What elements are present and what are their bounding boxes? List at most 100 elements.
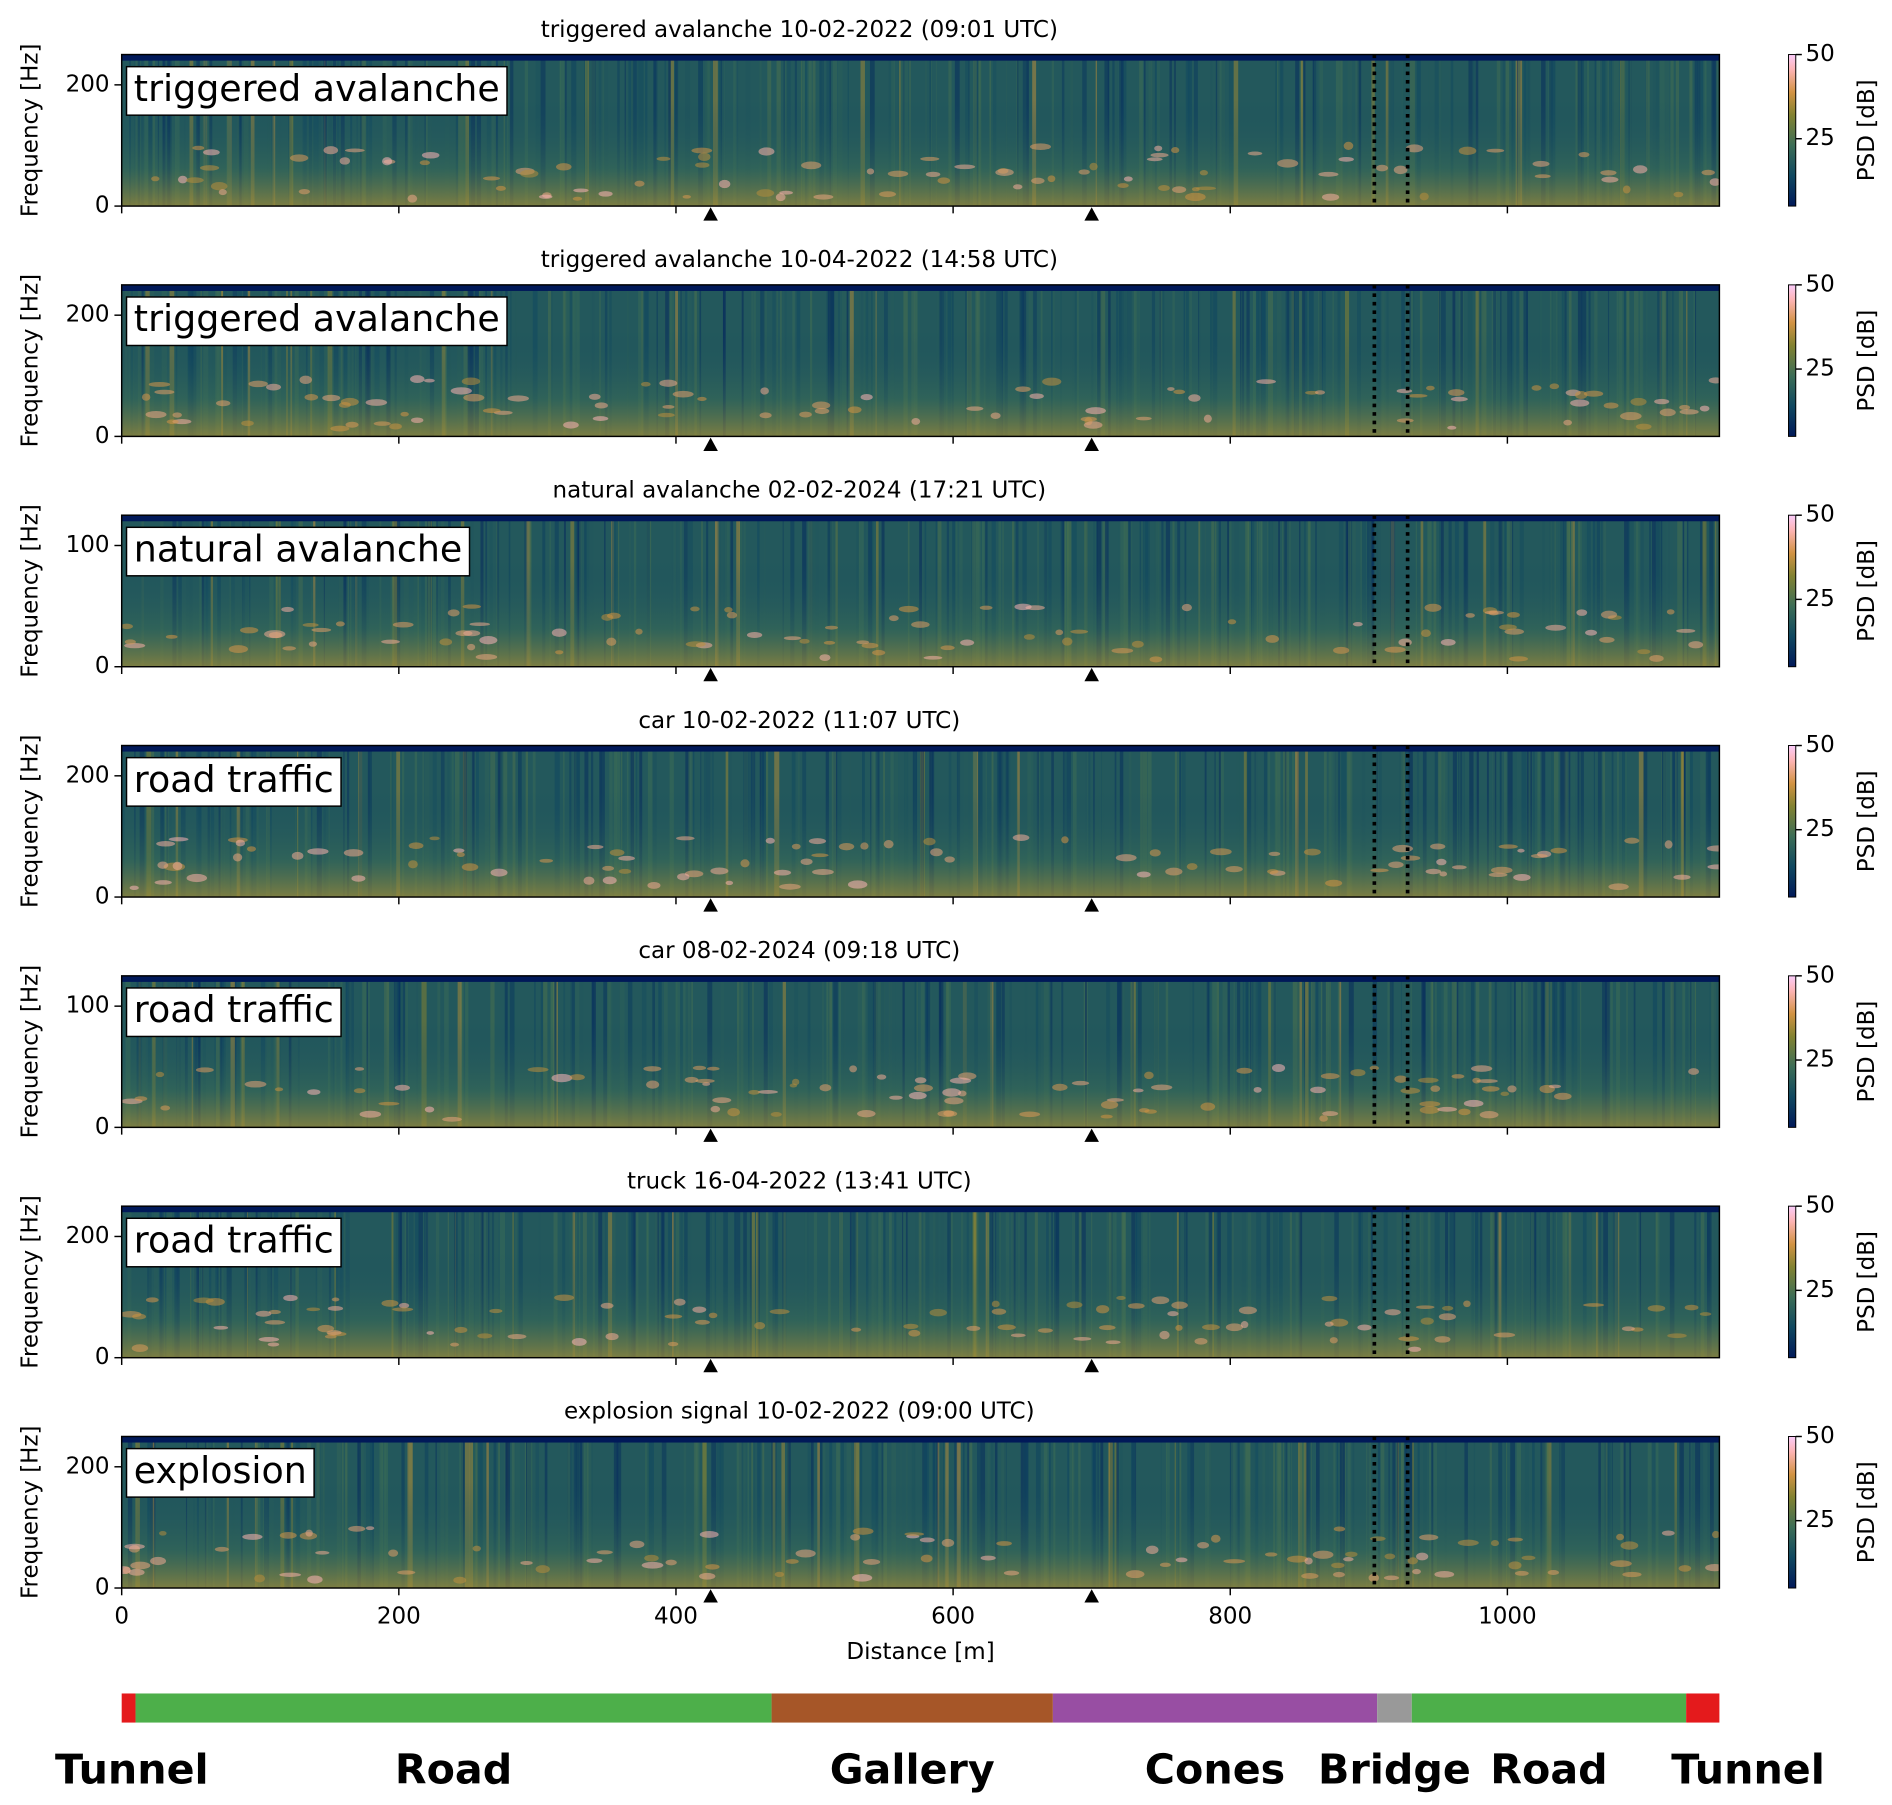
spectrogram-blob xyxy=(192,145,205,151)
spectrogram-blob xyxy=(397,1570,416,1575)
spectrogram-blob xyxy=(1458,1108,1471,1116)
x-tick-label: 800 xyxy=(1208,1604,1252,1630)
spectrogram-blob xyxy=(279,1572,302,1577)
spectrogram-blob xyxy=(1014,603,1032,611)
spectrogram-blob xyxy=(317,1324,335,1333)
y-tick-label: 200 xyxy=(66,1223,110,1249)
panel-label: road traffic xyxy=(134,1219,334,1262)
spectrogram-blob xyxy=(944,856,955,863)
spectrogram-blob xyxy=(656,156,671,161)
spectrogram-blob xyxy=(1167,1311,1179,1317)
y-tick-label: 200 xyxy=(66,71,110,97)
section-segment xyxy=(771,1693,1053,1723)
spectrogram-blob xyxy=(937,1110,958,1118)
spectrogram-blob xyxy=(866,168,875,175)
spectrogram-blob xyxy=(165,634,178,639)
spectrogram-blob xyxy=(307,1575,323,1584)
section-segment xyxy=(121,1693,136,1723)
spectrogram-blob xyxy=(539,858,554,863)
spectrogram-blob xyxy=(695,162,710,168)
triangle-marker xyxy=(703,1358,718,1373)
spectrogram-blob xyxy=(1407,393,1428,398)
spectrogram-blob xyxy=(172,861,183,871)
spectrogram-blob xyxy=(596,1550,613,1555)
spectrogram-blob xyxy=(535,1565,550,1574)
spectrogram-blob xyxy=(618,855,635,861)
panel-label: road traffic xyxy=(134,988,334,1031)
spectrogram-blob xyxy=(255,1310,272,1317)
spectrogram-blob xyxy=(424,1106,435,1113)
spectrogram-blob xyxy=(1405,144,1424,153)
triangle-marker xyxy=(1084,1589,1099,1603)
spectrogram-blob xyxy=(1441,1305,1454,1311)
spectrogram-blob xyxy=(1548,1084,1562,1089)
spectrogram-blob xyxy=(879,191,897,198)
section-segment xyxy=(135,1693,772,1723)
spectrogram-blob xyxy=(1701,169,1715,176)
spectrogram-blob xyxy=(925,171,941,177)
spectrogram-blob xyxy=(1447,425,1457,430)
spectrogram-blob xyxy=(692,1306,707,1313)
spectrogram-blob xyxy=(1247,151,1263,156)
spectrogram-blob xyxy=(695,1078,715,1084)
spectrogram-blob xyxy=(609,849,625,856)
spectrogram-blob xyxy=(124,639,136,645)
spectrogram-blob xyxy=(710,1105,721,1113)
spectrogram-blob xyxy=(583,876,595,885)
spectrogram-blob xyxy=(923,655,943,660)
spectrogram-blob xyxy=(1630,397,1647,406)
spectrogram-blob xyxy=(242,1533,263,1540)
plot-frame xyxy=(120,1205,1721,1359)
spectrogram-blob xyxy=(1647,1305,1666,1312)
spectrogram-blob xyxy=(1666,609,1675,615)
spectrogram-blob xyxy=(172,412,182,418)
spectrogram-blob xyxy=(710,867,729,875)
spectrogram-blob xyxy=(799,638,810,644)
spectrogram-blob xyxy=(1350,1069,1366,1077)
spectrogram-blob xyxy=(381,1299,399,1307)
x-tick-label: 600 xyxy=(931,1604,975,1630)
spectrogram-blob xyxy=(398,1302,410,1309)
spectrogram-blob xyxy=(1303,848,1321,856)
spectrogram-top xyxy=(121,515,1720,522)
spectrogram-blob xyxy=(450,387,472,395)
section-label: Cones xyxy=(1145,1745,1285,1793)
y-axis-label: Frequency [Hz] xyxy=(17,274,43,448)
spectrogram-blob xyxy=(684,870,704,878)
spectrogram-blob xyxy=(467,643,476,651)
spectrogram-blob xyxy=(1384,646,1406,653)
spectrogram-blob xyxy=(1042,377,1062,386)
panel: truck 16-04-2022 (13:41 UTC) road traffic… xyxy=(17,1168,1880,1373)
triangle-marker xyxy=(703,667,718,682)
panel-label-box xyxy=(125,756,342,807)
spectrogram-blob xyxy=(795,1549,816,1558)
spectrogram-blob xyxy=(1709,178,1720,186)
spectrogram-blob xyxy=(814,407,830,415)
spectrogram-glow xyxy=(121,1206,1720,1358)
spectrogram-blob xyxy=(1146,157,1163,162)
spectrogram-blob xyxy=(594,402,608,409)
spectrogram-blob xyxy=(1688,641,1704,649)
spectrogram xyxy=(121,745,1720,898)
spectrogram-blob xyxy=(159,1530,167,1536)
spectrogram-blob xyxy=(335,621,345,627)
spectrogram-blob xyxy=(1256,379,1276,384)
spectrogram-blob xyxy=(469,622,491,627)
colorbar xyxy=(1788,284,1797,437)
spectrogram-blob xyxy=(1159,1330,1170,1340)
spectrogram-blob xyxy=(1393,165,1408,175)
y-tick-label: 0 xyxy=(95,884,110,910)
spectrogram-blob xyxy=(602,876,617,885)
y-axis-label: Frequency [Hz] xyxy=(17,1425,43,1599)
spectrogram-blob xyxy=(592,416,609,422)
spectrogram-blob xyxy=(1549,383,1560,390)
panel-title: triggered avalanche 10-04-2022 (14:58 UT… xyxy=(541,247,1058,273)
panel-title: natural avalanche 02-02-2024 (17:21 UTC) xyxy=(553,477,1047,503)
spectrogram-blob xyxy=(606,637,617,646)
spectrogram-blob xyxy=(694,1319,710,1325)
spectrogram-blob xyxy=(1150,152,1169,158)
spectrogram-blob xyxy=(1105,1340,1121,1345)
spectrogram-blob xyxy=(507,1333,527,1340)
spectrogram-blob xyxy=(1115,854,1137,862)
spectrogram-blob xyxy=(774,1571,785,1578)
